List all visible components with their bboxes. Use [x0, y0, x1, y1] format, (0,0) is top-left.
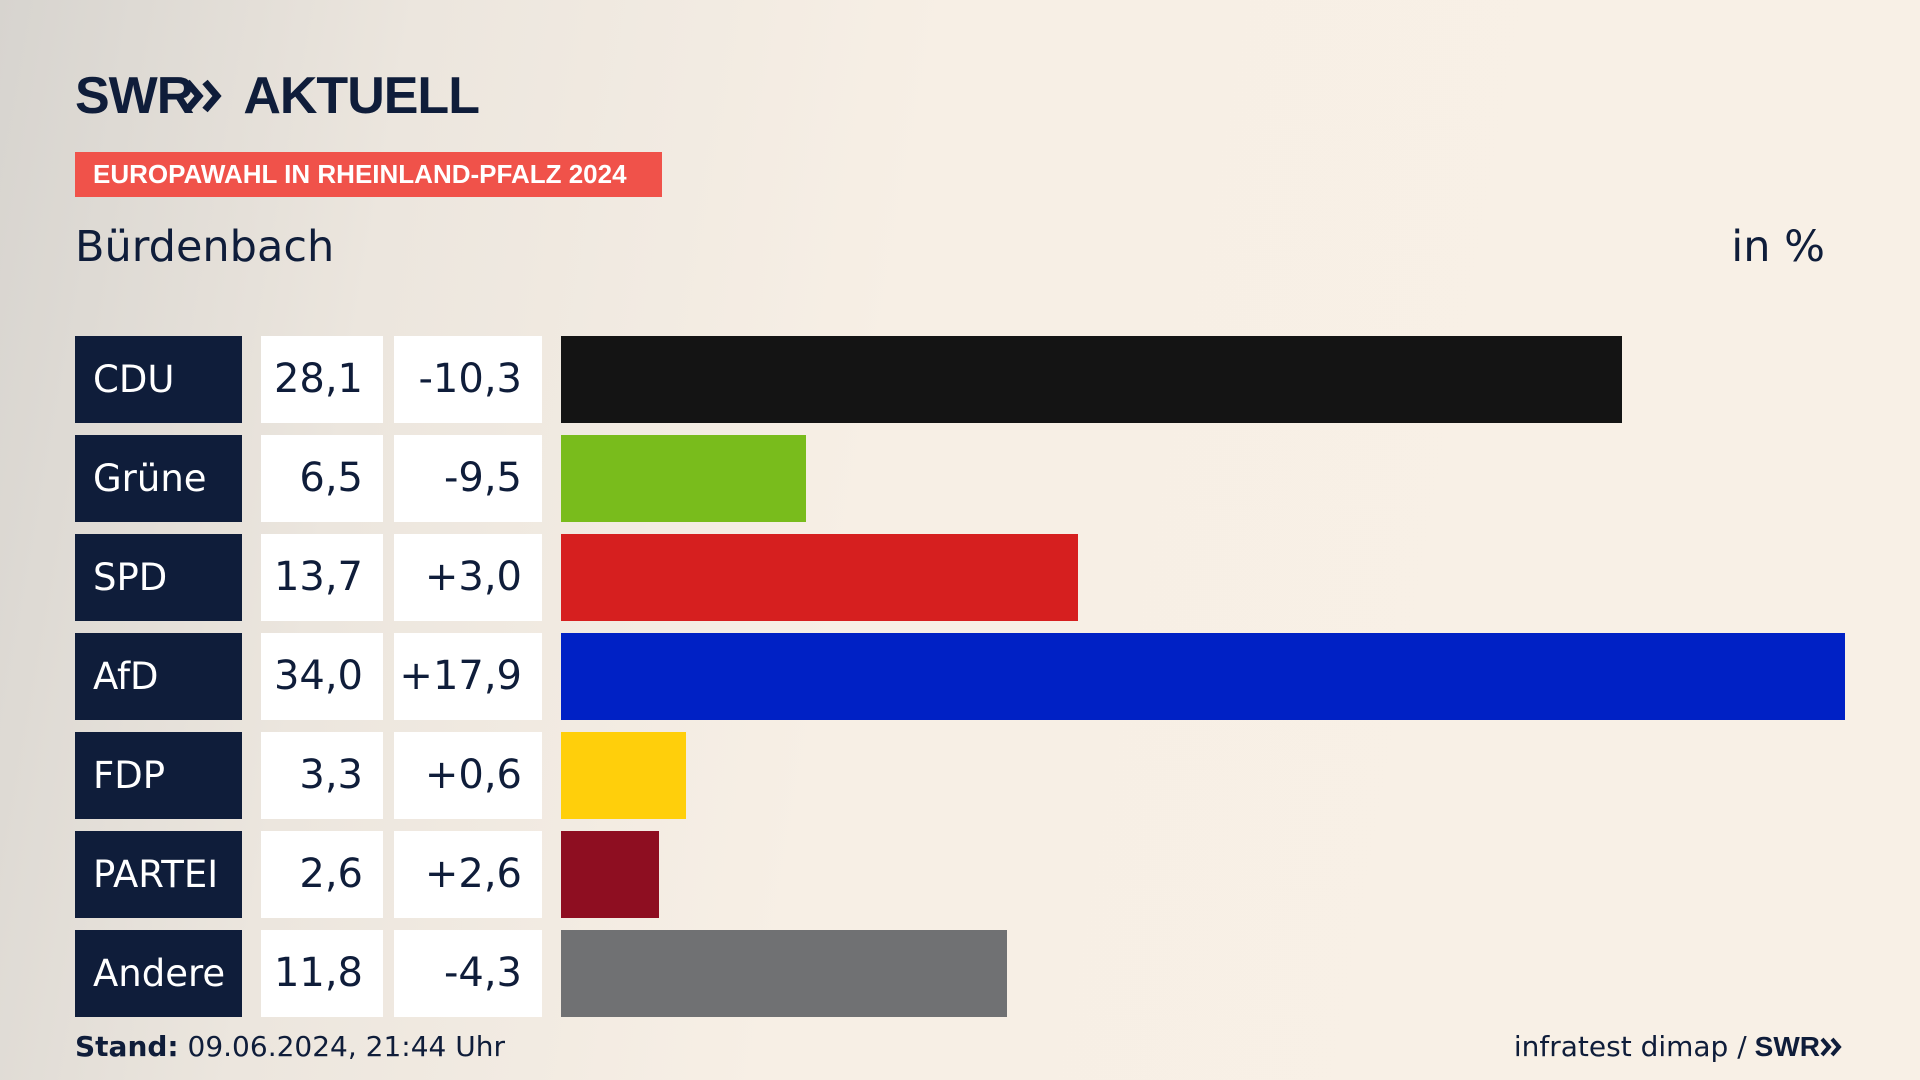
change-value: -4,3	[394, 930, 542, 1017]
mini-logo-text: SWR	[1754, 1030, 1820, 1062]
change-value: +2,6	[394, 831, 542, 918]
vote-share-value: 3,3	[261, 732, 383, 819]
result-row: FDP 3,3 +0,6	[0, 732, 1920, 819]
result-bar	[561, 534, 1078, 621]
party-label: Grüne	[75, 435, 242, 522]
party-label: FDP	[75, 732, 242, 819]
result-bar	[561, 831, 659, 918]
result-row: AfD 34,0 +17,9	[0, 633, 1920, 720]
result-row: CDU 28,1 -10,3	[0, 336, 1920, 423]
double-chevron-icon	[183, 76, 225, 116]
party-label: CDU	[75, 336, 242, 423]
vote-share-value: 34,0	[261, 633, 383, 720]
change-value: +17,9	[394, 633, 542, 720]
source-credit: infratest dimap / SWR	[1514, 1030, 1844, 1063]
vote-share-value: 11,8	[261, 930, 383, 1017]
party-label: Andere	[75, 930, 242, 1017]
change-value: -10,3	[394, 336, 542, 423]
result-row: Grüne 6,5 -9,5	[0, 435, 1920, 522]
election-badge: EUROPAWAHL IN RHEINLAND-PFALZ 2024	[75, 152, 662, 197]
result-bar	[561, 435, 806, 522]
swr-mini-logo: SWR	[1755, 1031, 1844, 1063]
change-value: +3,0	[394, 534, 542, 621]
vote-share-value: 2,6	[261, 831, 383, 918]
result-bar	[561, 336, 1622, 423]
stand-label: Stand:	[75, 1030, 179, 1063]
vote-share-value: 6,5	[261, 435, 383, 522]
timestamp: Stand: 09.06.2024, 21:44 Uhr	[75, 1030, 505, 1063]
place-title: Bürdenbach	[75, 222, 335, 272]
stand-value: 09.06.2024, 21:44 Uhr	[187, 1030, 505, 1063]
change-value: -9,5	[394, 435, 542, 522]
party-label: SPD	[75, 534, 242, 621]
change-value: +0,6	[394, 732, 542, 819]
source-text: infratest dimap /	[1513, 1030, 1747, 1063]
result-row: PARTEI 2,6 +2,6	[0, 831, 1920, 918]
logo-swr-text: SWR	[75, 67, 194, 125]
vote-share-value: 13,7	[261, 534, 383, 621]
unit-label: in %	[1731, 222, 1825, 272]
mini-chevron-icon	[1820, 1037, 1842, 1056]
result-bar	[561, 930, 1007, 1017]
swr-aktuell-logo: SWR AKTUELL	[75, 66, 480, 126]
logo-aktuell-text: AKTUELL	[243, 67, 480, 125]
result-bar	[561, 633, 1845, 720]
result-bar	[561, 732, 686, 819]
result-row: SPD 13,7 +3,0	[0, 534, 1920, 621]
party-label: AfD	[75, 633, 242, 720]
party-label: PARTEI	[75, 831, 242, 918]
result-row: Andere 11,8 -4,3	[0, 930, 1920, 1017]
vote-share-value: 28,1	[261, 336, 383, 423]
